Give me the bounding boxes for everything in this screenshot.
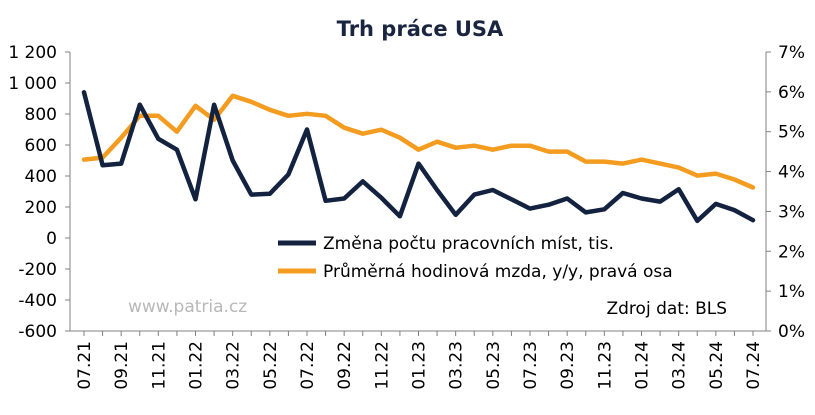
left-tick-label: 1 200 <box>8 43 57 63</box>
x-tick-label: 01.22 <box>187 341 207 390</box>
x-tick-label: 07.21 <box>75 341 95 390</box>
x-tick-label: 05.23 <box>484 341 504 390</box>
x-tick-label: 01.24 <box>633 341 653 390</box>
chart-title: Trh práce USA <box>337 17 504 41</box>
x-tick-label: 05.24 <box>707 341 727 390</box>
left-axis-ticks: -600 -400 -200 0 200 400 600 800 1 000 1 200 <box>8 43 70 342</box>
x-tick-label: 11.23 <box>595 341 615 390</box>
series-line-jobs <box>81 90 756 224</box>
x-tick-label: 03.23 <box>447 341 467 390</box>
x-tick-label: 03.22 <box>224 341 244 390</box>
x-axis-ticks: 07.21 09.21 11.21 01.22 03.22 05.22 07.22 09.22… <box>75 331 764 390</box>
left-tick-label: 600 <box>25 136 57 156</box>
right-tick-label: 5% <box>778 123 805 143</box>
right-tick-label: 2% <box>778 242 805 262</box>
left-tick-label: 1 000 <box>8 74 57 94</box>
axes-group <box>69 52 767 332</box>
right-tick-label: 3% <box>778 202 805 222</box>
right-axis-ticks: 0% 1% 2% 3% 4% 5% 6% 7% <box>766 43 805 342</box>
legend-label-jobs: Změna počtu pracovních míst, tis. <box>323 234 614 254</box>
right-tick-label: 6% <box>778 83 805 103</box>
x-tick-label: 11.21 <box>149 341 169 390</box>
right-tick-label: 1% <box>778 282 805 302</box>
left-tick-label: -600 <box>18 322 57 342</box>
x-tick-label: 09.21 <box>112 341 132 390</box>
right-tick-label: 4% <box>778 163 805 183</box>
x-tick-label: 05.22 <box>261 341 281 390</box>
x-tick-label: 03.24 <box>670 341 690 390</box>
x-tick-label: 09.23 <box>558 341 578 390</box>
left-tick-label: 400 <box>25 167 57 187</box>
left-tick-label: -200 <box>18 260 57 280</box>
left-tick-label: 200 <box>25 198 57 218</box>
x-tick-label: 07.24 <box>744 341 764 390</box>
x-tick-label: 09.22 <box>335 341 355 390</box>
series-group <box>81 90 756 224</box>
left-tick-label: 0 <box>46 229 57 249</box>
x-tick-label: 01.23 <box>410 341 430 390</box>
legend: Změna počtu pracovních míst, tis. Průměr… <box>278 234 673 282</box>
x-tick-label: 11.22 <box>372 341 392 390</box>
left-tick-label: -400 <box>18 291 57 311</box>
source-note: Zdroj dat: BLS <box>606 299 727 319</box>
series-line-wage <box>81 93 756 190</box>
legend-label-wage: Průměrná hodinová mzda, y/y, pravá osa <box>323 262 673 282</box>
watermark: www.patria.cz <box>128 297 247 317</box>
left-tick-label: 800 <box>25 105 57 125</box>
right-tick-label: 0% <box>778 322 805 342</box>
right-tick-label: 7% <box>778 43 805 63</box>
x-tick-label: 07.23 <box>521 341 541 390</box>
x-tick-label: 07.22 <box>298 341 318 390</box>
